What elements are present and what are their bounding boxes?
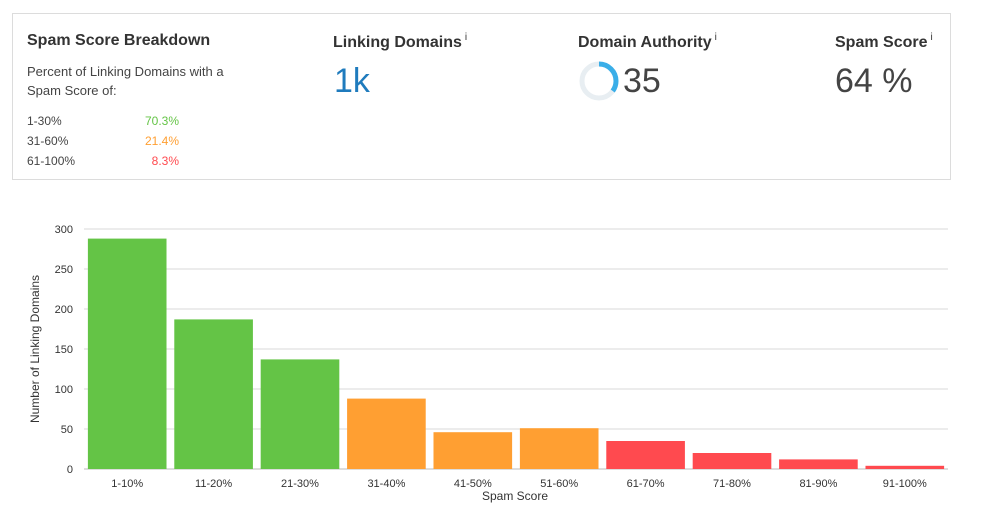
x-tick-label: 1-10% xyxy=(111,478,143,490)
info-icon[interactable]: i xyxy=(930,32,933,43)
bar-chart-svg: 0 50 100 150 200 250 300 1-10% 11-20% 21-30% 31-4… xyxy=(28,224,948,503)
range-row-1-30: 1-30% 70.3% xyxy=(27,114,179,132)
bar xyxy=(347,398,426,469)
bar xyxy=(433,432,513,469)
spam-score-chart: 0 50 100 150 200 250 300 1-10% 11-20% 21-30% 31-4… xyxy=(0,190,981,516)
breakdown-description: Percent of Linking Domains with a Spam S… xyxy=(27,64,224,98)
linking-domains-value: 1k xyxy=(334,62,370,100)
bars xyxy=(87,238,945,469)
range-label: 61-100% xyxy=(27,154,76,168)
range-value: 21.4% xyxy=(144,134,179,148)
x-tick-label: 91-100% xyxy=(883,478,927,490)
x-tick-label: 11-20% xyxy=(195,478,232,490)
bar xyxy=(692,453,772,469)
y-tick-label: 100 xyxy=(55,384,73,396)
x-axis-label: Spam Score xyxy=(482,489,548,503)
y-tick-label: 200 xyxy=(55,304,73,316)
info-icon[interactable]: i xyxy=(714,32,717,43)
range-row-31-60: 31-60% 21.4% xyxy=(27,134,179,152)
bar xyxy=(87,238,167,469)
y-tick-label: 0 xyxy=(67,464,73,476)
x-tick-label: 41-50% xyxy=(454,478,492,490)
domain-authority-title: Domain Authority i xyxy=(578,32,717,52)
breakdown-title: Spam Score Breakdown xyxy=(27,32,211,49)
linking-domains-label: Linking Domains xyxy=(333,34,462,51)
range-value: 70.3% xyxy=(144,114,179,128)
domain-authority-label: Domain Authority xyxy=(578,34,712,51)
bar xyxy=(606,441,685,469)
y-tick-label: 50 xyxy=(61,424,73,436)
x-tick-label: 21-30% xyxy=(281,478,319,490)
x-axis-ticks: 1-10% 11-20% 21-30% 31-40% 41-50% 51-60% 61-70… xyxy=(111,478,927,490)
gauge-arc xyxy=(579,61,619,101)
spam-score-value: 64 % xyxy=(835,62,913,100)
y-tick-label: 150 xyxy=(55,344,73,356)
linking-domains-title: Linking Domains i xyxy=(333,32,467,52)
domain-authority-value: 35 xyxy=(623,62,661,100)
bar xyxy=(260,359,340,469)
info-icon[interactable]: i xyxy=(464,32,468,43)
y-axis-ticks: 0 50 100 150 200 250 300 xyxy=(55,224,73,476)
bar xyxy=(174,319,253,469)
x-tick-label: 71-80% xyxy=(713,478,751,490)
range-label: 1-30% xyxy=(27,114,62,128)
y-axis-label: Number of Linking Domains xyxy=(28,275,42,423)
spam-summary-panel: Spam Score Breakdown Percent of Linking … xyxy=(12,13,951,180)
range-value: 8.3% xyxy=(151,154,179,168)
bar xyxy=(519,428,599,469)
bar xyxy=(779,459,858,469)
x-tick-label: 31-40% xyxy=(367,478,405,490)
range-row-61-100: 61-100% 8.3% xyxy=(27,154,179,172)
spam-score-title: Spam Score i xyxy=(835,32,933,52)
range-label: 31-60% xyxy=(27,134,69,148)
bar xyxy=(865,465,945,469)
x-tick-label: 81-90% xyxy=(799,478,837,490)
spam-score-label: Spam Score xyxy=(835,34,928,51)
y-tick-label: 250 xyxy=(55,264,73,276)
domain-authority-gauge xyxy=(579,61,619,101)
x-tick-label: 51-60% xyxy=(540,478,578,490)
x-tick-label: 61-70% xyxy=(627,478,665,490)
y-tick-label: 300 xyxy=(55,224,73,236)
